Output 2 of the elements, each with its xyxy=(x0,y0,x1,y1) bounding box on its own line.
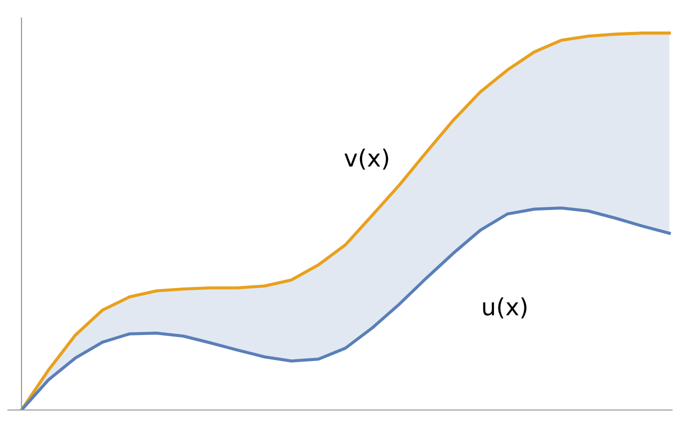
series-label: v(x) xyxy=(344,148,388,170)
text: u(x) xyxy=(483,297,526,318)
